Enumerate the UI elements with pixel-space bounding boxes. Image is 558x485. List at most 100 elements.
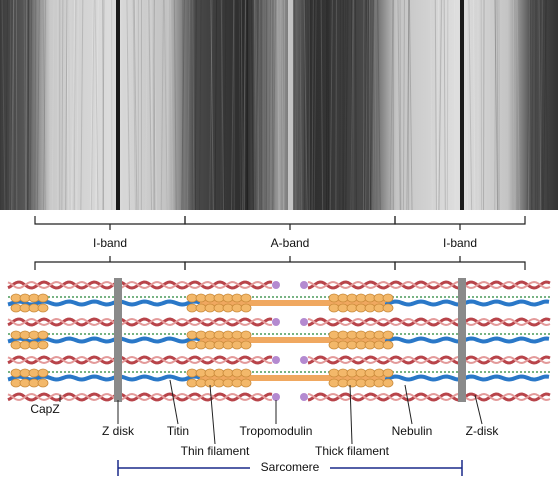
streak	[539, 0, 544, 211]
structure-label: Nebulin	[392, 424, 433, 438]
leader-line	[349, 384, 353, 445]
streak	[5, 0, 9, 211]
streak	[160, 0, 164, 211]
myosin-head	[195, 368, 207, 378]
streak	[350, 0, 353, 211]
myosin-head	[186, 368, 198, 378]
myosin-head	[382, 293, 394, 303]
streak	[71, 0, 76, 211]
myosin-head	[240, 330, 252, 340]
streak	[65, 0, 68, 211]
streak	[313, 0, 317, 211]
actin-strand	[7, 392, 273, 402]
streak	[483, 0, 485, 211]
myosin-head	[382, 303, 394, 313]
myosin-head	[222, 368, 234, 378]
streak	[513, 0, 515, 211]
thick-filament	[200, 300, 385, 306]
streak	[372, 0, 376, 211]
nebulin	[384, 374, 550, 382]
streak	[496, 0, 499, 211]
streak	[526, 0, 531, 211]
myosin-head	[222, 378, 234, 388]
streak	[74, 0, 77, 211]
myosin-head	[222, 303, 234, 313]
streak	[42, 0, 47, 211]
streak	[186, 0, 191, 211]
myosin-head	[10, 340, 22, 350]
myosin-head	[364, 330, 376, 340]
myosin-head	[186, 303, 198, 313]
streak	[27, 0, 29, 211]
structure-label: Z disk	[102, 424, 135, 438]
actin-strand	[7, 280, 273, 290]
streak	[163, 0, 168, 211]
micrograph-background	[0, 0, 558, 210]
myosin-head	[337, 378, 349, 388]
myosin-head	[364, 340, 376, 350]
structure-label: CapZ	[30, 402, 59, 416]
streak	[326, 0, 329, 211]
nebulin	[7, 336, 201, 344]
streak	[150, 0, 153, 211]
streak	[73, 0, 77, 211]
myosin-head	[373, 378, 385, 388]
brackets	[34, 216, 526, 270]
actin-strand	[7, 355, 273, 365]
streak	[438, 0, 442, 211]
streak	[268, 0, 272, 211]
band-label: I-band	[93, 236, 127, 250]
streak	[446, 0, 449, 211]
myosin-head	[346, 293, 358, 303]
streak	[25, 0, 28, 211]
streak	[231, 0, 235, 211]
streak	[12, 0, 15, 211]
myosin-head	[240, 293, 252, 303]
leader-line	[209, 384, 216, 445]
myosin-head	[373, 368, 385, 378]
myosin-head	[19, 340, 31, 350]
myosin-head	[355, 378, 367, 388]
myosin-head	[37, 330, 49, 340]
streak	[406, 0, 410, 211]
streak	[210, 0, 214, 211]
tropomodulin-cap	[300, 393, 308, 401]
myosin-head	[355, 368, 367, 378]
streak	[369, 0, 374, 211]
streak	[244, 0, 248, 211]
streak	[468, 0, 473, 211]
myosin-head	[195, 378, 207, 388]
myosin-head	[37, 368, 49, 378]
myosin-head	[28, 303, 40, 313]
streak	[345, 0, 348, 211]
streak	[153, 0, 156, 211]
streak	[350, 0, 354, 211]
streak	[214, 0, 218, 211]
streak	[361, 0, 366, 211]
myosin-head	[337, 303, 349, 313]
myosin-head	[364, 368, 376, 378]
z-line	[460, 0, 464, 210]
streak	[239, 0, 243, 211]
span-label: Sarcomere	[261, 460, 320, 474]
myosin-head	[231, 293, 243, 303]
myosin-head	[186, 330, 198, 340]
streak	[514, 0, 517, 211]
myosin-head	[10, 330, 22, 340]
streak	[542, 0, 547, 211]
streak	[90, 0, 95, 211]
streak	[169, 0, 174, 211]
streak	[220, 0, 223, 211]
streak	[531, 0, 534, 211]
actin-strand	[307, 317, 551, 327]
streak	[192, 0, 194, 211]
myosin-head	[382, 330, 394, 340]
streak	[145, 0, 148, 211]
streak	[536, 0, 538, 211]
thick-filament	[200, 375, 385, 381]
structure-label: Thin filament	[181, 444, 250, 458]
streak	[402, 0, 405, 211]
streak	[277, 0, 280, 211]
streak	[281, 0, 284, 211]
